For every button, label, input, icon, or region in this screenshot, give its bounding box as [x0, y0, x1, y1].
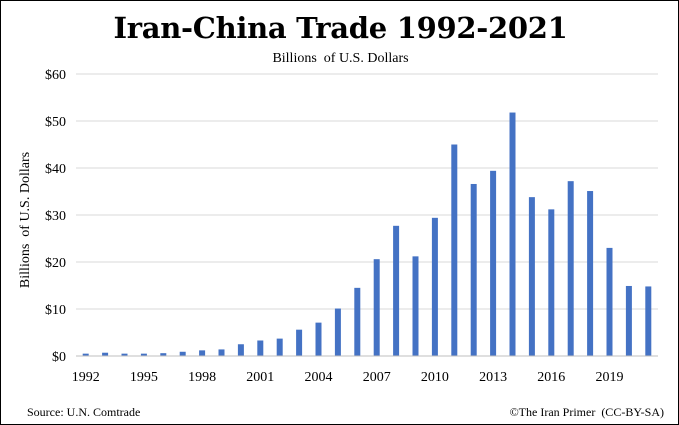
- bar-2021: [645, 286, 652, 356]
- x-tick-label: 1992: [72, 370, 100, 385]
- x-tick-label: 2013: [479, 370, 507, 385]
- bar-2014: [509, 112, 516, 356]
- y-axis-ticks: $0 $10 $20 $30 $40 $50 $60: [45, 68, 66, 365]
- x-tick-label: 2010: [421, 370, 449, 385]
- copyright-note: ©The Iran Primer (CC-BY-SA): [509, 405, 664, 419]
- bar-2018: [587, 191, 594, 356]
- y-tick-label: $60: [45, 68, 66, 83]
- bar-2006: [354, 287, 361, 356]
- bar-2020: [625, 285, 632, 356]
- bar-2009: [412, 256, 419, 356]
- bar-2016: [548, 209, 555, 356]
- bar-2010: [431, 217, 438, 356]
- bar-2015: [528, 197, 535, 356]
- bar-2007: [373, 259, 380, 356]
- x-tick-label: 2019: [596, 370, 624, 385]
- bar-1998: [199, 350, 206, 356]
- bar-2013: [490, 170, 497, 356]
- x-tick-label: 1998: [188, 370, 216, 385]
- x-tick-label: 1995: [130, 370, 158, 385]
- bar-2008: [393, 225, 400, 356]
- bar-2001: [257, 340, 264, 356]
- chart-title: Iran-China Trade 1992-2021: [113, 11, 568, 45]
- y-tick-label: $50: [45, 115, 66, 130]
- x-tick-label: 2001: [246, 370, 274, 385]
- y-tick-label: $10: [45, 303, 66, 318]
- y-axis-label: Billions of U.S. Dollars: [18, 152, 33, 288]
- bar-2004: [315, 322, 322, 356]
- bar-series: [82, 112, 652, 356]
- x-tick-label: 2016: [537, 370, 565, 385]
- bar-1994: [121, 353, 128, 356]
- bar-1996: [160, 353, 167, 356]
- x-tick-label: 2004: [305, 370, 333, 385]
- bar-2002: [276, 338, 283, 356]
- bar-2011: [451, 144, 458, 356]
- bar-1995: [140, 353, 147, 356]
- bar-2005: [334, 308, 341, 356]
- bar-1997: [179, 351, 186, 356]
- chart-subtitle: Billions of U.S. Dollars: [272, 51, 409, 66]
- x-tick-label: 2007: [363, 370, 391, 385]
- y-tick-label: $0: [52, 350, 66, 365]
- bar-2019: [606, 247, 613, 356]
- bar-2003: [296, 329, 303, 356]
- y-tick-label: $20: [45, 256, 66, 271]
- bar-2017: [567, 181, 574, 356]
- gridlines: [76, 73, 658, 310]
- y-tick-label: $30: [45, 209, 66, 224]
- bar-chart: $0 $10 $20 $30 $40 $50 $60 1992 1995 1998 2001 200…: [18, 68, 658, 385]
- bar-2012: [470, 183, 477, 356]
- source-note: Source: U.N. Comtrade: [27, 405, 141, 419]
- bar-1992: [82, 353, 89, 356]
- x-axis-ticks: 1992 1995 1998 2001 2004 2007 2010 2013 2016 2019: [72, 370, 624, 385]
- bar-2000: [237, 344, 244, 356]
- y-tick-label: $40: [45, 162, 66, 177]
- bar-1999: [218, 349, 225, 356]
- bar-1993: [102, 352, 109, 356]
